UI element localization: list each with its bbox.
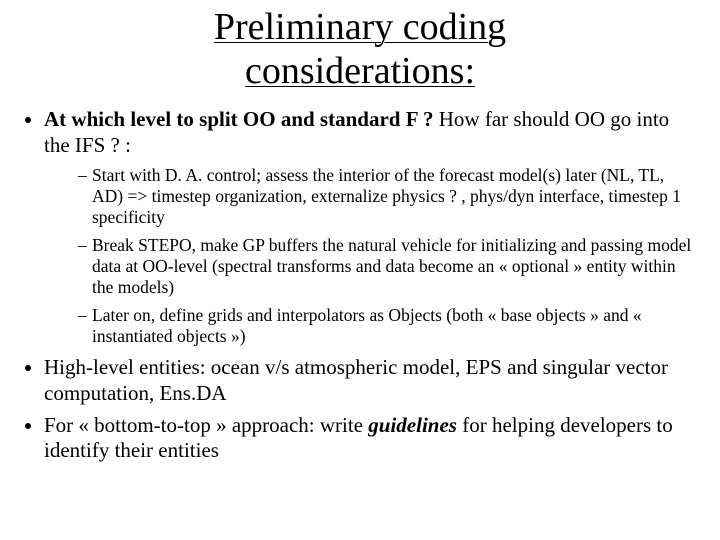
bullet-1: At which level to split OO and standard … — [44, 107, 698, 347]
bullet-1-sublist: Start with D. A. control; assess the int… — [44, 165, 698, 348]
bullet-list: At which level to split OO and standard … — [22, 107, 698, 463]
title-line-2: considerations: — [245, 50, 475, 92]
bullet-3: For « bottom-to-top » approach: write gu… — [44, 413, 698, 464]
bullet-2: High-level entities: ocean v/s atmospher… — [44, 355, 698, 406]
bullet-1-sub-1: Start with D. A. control; assess the int… — [78, 165, 698, 229]
bullet-1-sub-3: Later on, define grids and interpolators… — [78, 305, 698, 348]
title-line-1: Preliminary coding — [214, 6, 506, 48]
slide-title: Preliminary coding considerations: — [22, 6, 698, 93]
slide: Preliminary coding considerations: At wh… — [0, 0, 720, 540]
bullet-1-lead: At which level to split OO and standard … — [44, 107, 434, 131]
bullet-3-em: guidelines — [368, 413, 457, 437]
bullet-3-pre: For « bottom-to-top » approach: write — [44, 413, 368, 437]
bullet-1-sub-2: Break STEPO, make GP buffers the natural… — [78, 235, 698, 299]
